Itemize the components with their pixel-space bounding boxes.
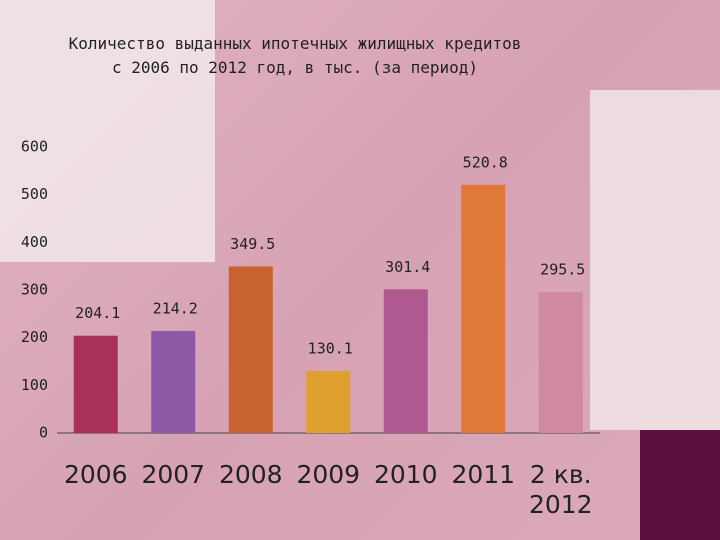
- y-tick-label: 100: [21, 376, 48, 394]
- x-tick-label: 2009: [296, 460, 361, 489]
- value-label: 214.2: [153, 299, 198, 317]
- value-label: 130.1: [308, 339, 353, 357]
- bar: [228, 266, 273, 433]
- illustration-right: [590, 90, 720, 430]
- bar: [306, 370, 351, 433]
- x-tick-label: 2006: [63, 460, 128, 489]
- bar: [538, 292, 583, 433]
- x-tick-label: 2007: [141, 460, 206, 489]
- chart-title: Количество выданных ипотечных жилищных к…: [68, 34, 522, 77]
- y-tick-label: 400: [21, 233, 48, 251]
- bar: [151, 330, 196, 433]
- x-tick-label: 2 кв. 2012: [528, 460, 593, 519]
- value-label: 520.8: [463, 153, 508, 171]
- x-tick-label: 2010: [373, 460, 438, 489]
- value-label: 204.1: [75, 304, 120, 322]
- y-tick-label: 500: [21, 185, 48, 203]
- bar: [383, 289, 428, 433]
- x-tick-label: 2011: [451, 460, 516, 489]
- y-tick-label: 300: [21, 281, 48, 299]
- x-tick-label: 2008: [218, 460, 283, 489]
- bar: [461, 184, 506, 433]
- corner-block: [640, 430, 720, 540]
- illustration-left: [0, 0, 215, 262]
- value-label: 295.5: [540, 261, 585, 279]
- value-label: 301.4: [385, 258, 430, 276]
- y-tick-label: 600: [21, 138, 48, 156]
- value-label: 349.5: [230, 235, 275, 253]
- bar: [73, 335, 118, 433]
- y-tick-label: 200: [21, 328, 48, 346]
- y-tick-label: 0: [39, 424, 48, 442]
